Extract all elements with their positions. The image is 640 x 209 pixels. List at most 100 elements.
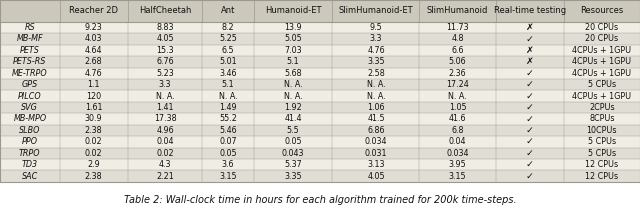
Bar: [0, 125, 60, 136]
Bar: [332, 102, 419, 113]
Text: ✓: ✓: [525, 69, 534, 78]
Text: 4.3: 4.3: [159, 160, 172, 169]
Text: 11.73: 11.73: [446, 23, 469, 32]
Text: 20 CPUs: 20 CPUs: [586, 23, 618, 32]
Text: 3.3: 3.3: [159, 80, 172, 89]
Text: 4.05: 4.05: [156, 34, 174, 43]
Text: Real-time testing: Real-time testing: [493, 6, 566, 15]
Text: 3.6: 3.6: [221, 160, 234, 169]
Text: 0.02: 0.02: [85, 149, 102, 158]
Text: 2.58: 2.58: [367, 69, 385, 78]
Bar: [496, 170, 564, 182]
Text: 6.86: 6.86: [367, 126, 385, 135]
Text: ✓: ✓: [525, 126, 534, 135]
Bar: [419, 170, 496, 182]
Bar: [419, 22, 496, 33]
Bar: [60, 148, 127, 159]
Bar: [419, 90, 496, 102]
Text: 5.23: 5.23: [156, 69, 174, 78]
Bar: [253, 159, 332, 170]
Text: 3.13: 3.13: [367, 160, 385, 169]
Text: PILCO: PILCO: [18, 92, 42, 101]
Text: HalfCheetah: HalfCheetah: [139, 6, 191, 15]
Bar: [564, 125, 640, 136]
Bar: [253, 45, 332, 56]
Bar: [496, 125, 564, 136]
Text: 4.96: 4.96: [156, 126, 174, 135]
Text: 8.2: 8.2: [221, 23, 234, 32]
Bar: [202, 113, 253, 125]
Text: 4CPUs + 1GPU: 4CPUs + 1GPU: [572, 46, 632, 55]
Text: SLBO: SLBO: [19, 126, 40, 135]
Bar: [419, 45, 496, 56]
Bar: [496, 68, 564, 79]
Text: 17.24: 17.24: [446, 80, 469, 89]
Bar: [202, 90, 253, 102]
Bar: [127, 33, 202, 45]
Text: ✓: ✓: [525, 172, 534, 181]
Bar: [253, 170, 332, 182]
Text: 4.8: 4.8: [451, 34, 464, 43]
Bar: [202, 148, 253, 159]
Bar: [202, 102, 253, 113]
Bar: [202, 170, 253, 182]
Text: 5.37: 5.37: [284, 160, 302, 169]
Bar: [419, 102, 496, 113]
Bar: [332, 148, 419, 159]
Bar: [0, 113, 60, 125]
Text: ✓: ✓: [525, 137, 534, 146]
Text: 7.03: 7.03: [284, 46, 302, 55]
Text: 0.07: 0.07: [219, 137, 237, 146]
Text: PPO: PPO: [22, 137, 38, 146]
Bar: [60, 68, 127, 79]
Bar: [564, 68, 640, 79]
Bar: [60, 79, 127, 90]
Text: 3.95: 3.95: [449, 160, 467, 169]
Bar: [127, 45, 202, 56]
Text: 12 CPUs: 12 CPUs: [586, 172, 618, 181]
Bar: [0, 170, 60, 182]
Text: 6.5: 6.5: [221, 46, 234, 55]
Bar: [496, 33, 564, 45]
Text: N. A.: N. A.: [284, 80, 303, 89]
Bar: [332, 56, 419, 68]
Text: ✗: ✗: [525, 57, 534, 66]
Bar: [419, 113, 496, 125]
Text: ✓: ✓: [525, 103, 534, 112]
Text: ✗: ✗: [525, 46, 534, 55]
Text: PETS-RS: PETS-RS: [13, 57, 47, 66]
Bar: [127, 90, 202, 102]
Bar: [0, 0, 60, 22]
Bar: [332, 22, 419, 33]
Bar: [0, 22, 60, 33]
Bar: [202, 136, 253, 148]
Text: 6.6: 6.6: [451, 46, 464, 55]
Bar: [127, 136, 202, 148]
Text: ✓: ✓: [525, 160, 534, 169]
Text: 3.35: 3.35: [284, 172, 302, 181]
Text: 2CPUs: 2CPUs: [589, 103, 614, 112]
Text: 3.35: 3.35: [367, 57, 385, 66]
Text: 20 CPUs: 20 CPUs: [586, 34, 618, 43]
Bar: [419, 33, 496, 45]
Text: 15.3: 15.3: [156, 46, 174, 55]
Text: 5.06: 5.06: [449, 57, 467, 66]
Bar: [0, 136, 60, 148]
Text: 3.3: 3.3: [370, 34, 382, 43]
Bar: [60, 90, 127, 102]
Bar: [60, 56, 127, 68]
Bar: [60, 45, 127, 56]
Text: 1.49: 1.49: [219, 103, 237, 112]
Text: 1.1: 1.1: [88, 80, 100, 89]
Text: 0.02: 0.02: [156, 149, 174, 158]
Bar: [253, 79, 332, 90]
Bar: [60, 125, 127, 136]
Bar: [0, 159, 60, 170]
Text: 1.92: 1.92: [284, 103, 302, 112]
Bar: [0, 68, 60, 79]
Text: N. A.: N. A.: [448, 92, 467, 101]
Bar: [253, 136, 332, 148]
Text: ME-TRPO: ME-TRPO: [12, 69, 47, 78]
Bar: [496, 0, 564, 22]
Bar: [332, 79, 419, 90]
